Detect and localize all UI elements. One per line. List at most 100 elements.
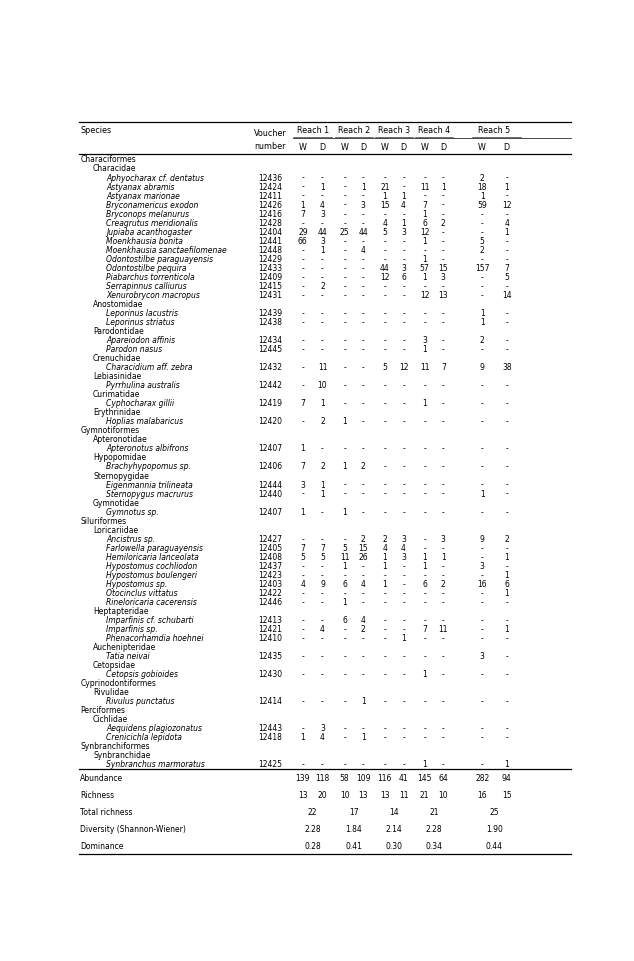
Text: -: - (321, 670, 324, 678)
Text: 12414: 12414 (258, 697, 282, 705)
Text: 1: 1 (342, 507, 347, 516)
Text: 44: 44 (358, 228, 368, 236)
Text: 12426: 12426 (258, 201, 282, 209)
Text: Richness: Richness (81, 790, 114, 799)
Text: -: - (384, 507, 386, 516)
Text: 12: 12 (502, 201, 512, 209)
Text: 2: 2 (361, 534, 366, 543)
Text: -: - (301, 670, 304, 678)
Text: -: - (343, 633, 346, 642)
Text: 1: 1 (361, 732, 366, 742)
Text: 0.41: 0.41 (346, 841, 363, 850)
Text: -: - (362, 570, 365, 579)
Text: -: - (505, 399, 508, 407)
Text: -: - (424, 615, 426, 625)
Text: -: - (343, 345, 346, 354)
Text: -: - (402, 598, 405, 606)
Text: 9: 9 (480, 534, 484, 543)
Text: 2: 2 (441, 218, 446, 228)
Text: 12424: 12424 (258, 183, 282, 191)
Text: -: - (384, 308, 386, 318)
Text: 1.84: 1.84 (346, 824, 362, 833)
Text: Crenicichla lepidota: Crenicichla lepidota (107, 732, 182, 742)
Text: Hoplias malabaricus: Hoplias malabaricus (107, 417, 183, 426)
Text: 2: 2 (320, 417, 325, 426)
Text: D: D (320, 142, 325, 152)
Text: -: - (321, 507, 324, 516)
Text: -: - (481, 444, 484, 453)
Text: 1: 1 (401, 218, 406, 228)
Text: -: - (384, 462, 386, 471)
Text: 13: 13 (358, 790, 368, 799)
Text: -: - (424, 417, 426, 426)
Text: -: - (402, 480, 405, 489)
Text: 12440: 12440 (258, 489, 282, 498)
Text: -: - (362, 282, 365, 290)
Text: Abundance: Abundance (81, 773, 124, 781)
Text: -: - (321, 633, 324, 642)
Text: -: - (343, 399, 346, 407)
Text: -: - (442, 245, 444, 255)
Text: 1: 1 (382, 191, 387, 201)
Text: -: - (402, 209, 405, 218)
Text: 1: 1 (505, 760, 509, 769)
Text: 1: 1 (422, 345, 427, 354)
Text: 1: 1 (422, 399, 427, 407)
Text: -: - (343, 218, 346, 228)
Text: -: - (481, 399, 484, 407)
Text: 3: 3 (480, 561, 484, 570)
Text: -: - (343, 724, 346, 732)
Text: Apteronotus albifrons: Apteronotus albifrons (107, 444, 189, 453)
Text: -: - (384, 345, 386, 354)
Text: -: - (301, 652, 304, 660)
Text: -: - (321, 318, 324, 327)
Text: -: - (384, 444, 386, 453)
Text: 11: 11 (340, 553, 349, 561)
Text: -: - (301, 417, 304, 426)
Text: Species: Species (81, 126, 112, 136)
Text: Astyanax marionae: Astyanax marionae (107, 191, 180, 201)
Text: -: - (505, 670, 508, 678)
Text: -: - (301, 173, 304, 183)
Text: -: - (402, 760, 405, 769)
Text: -: - (402, 561, 405, 570)
Text: -: - (442, 335, 444, 345)
Text: 145: 145 (417, 773, 432, 781)
Text: 3: 3 (401, 228, 406, 236)
Text: -: - (321, 598, 324, 606)
Text: 1: 1 (382, 553, 387, 561)
Text: -: - (424, 381, 426, 390)
Text: -: - (481, 462, 484, 471)
Text: Creagrutus meridionalis: Creagrutus meridionalis (107, 218, 198, 228)
Text: -: - (481, 670, 484, 678)
Text: 12413: 12413 (258, 615, 282, 625)
Text: -: - (424, 534, 426, 543)
Text: Apareiodon affinis: Apareiodon affinis (107, 335, 176, 345)
Text: -: - (424, 462, 426, 471)
Text: Crenuchidae: Crenuchidae (93, 354, 141, 362)
Text: 12430: 12430 (258, 670, 282, 678)
Text: 12437: 12437 (258, 561, 282, 570)
Text: Synbranchiformes: Synbranchiformes (81, 742, 150, 751)
Text: 1: 1 (382, 561, 387, 570)
Text: 0.28: 0.28 (304, 841, 321, 850)
Text: -: - (301, 363, 304, 372)
Text: 4: 4 (401, 201, 406, 209)
Text: -: - (442, 670, 444, 678)
Text: -: - (442, 543, 444, 553)
Text: -: - (362, 724, 365, 732)
Text: 25: 25 (340, 228, 349, 236)
Text: -: - (301, 570, 304, 579)
Text: Pyrrhulina australis: Pyrrhulina australis (107, 381, 180, 390)
Text: -: - (321, 534, 324, 543)
Text: 11: 11 (318, 363, 327, 372)
Text: -: - (424, 282, 426, 290)
Text: -: - (321, 308, 324, 318)
Text: -: - (321, 615, 324, 625)
Text: -: - (301, 308, 304, 318)
Text: 12: 12 (420, 290, 429, 300)
Text: 0.34: 0.34 (425, 841, 443, 850)
Text: 4: 4 (361, 615, 366, 625)
Text: Odontostilbe pequira: Odontostilbe pequira (107, 263, 187, 273)
Text: 12428: 12428 (258, 218, 282, 228)
